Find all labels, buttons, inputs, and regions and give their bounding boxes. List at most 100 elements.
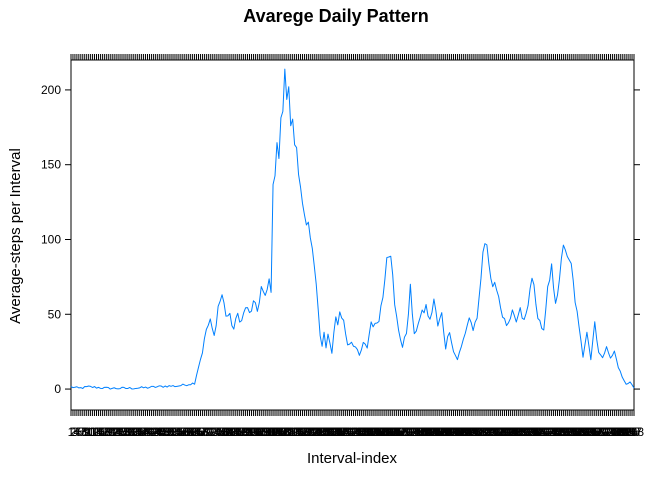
x-tick-label: 73: [206, 425, 220, 439]
x-tick-label: 68: [196, 425, 210, 439]
x-tick-label: 106: [267, 425, 287, 439]
x-tick-label: 256: [561, 425, 581, 439]
x-tick-label: 94: [247, 425, 261, 439]
x-tick-label: 54: [168, 425, 182, 439]
x-tick-label: 217: [485, 425, 505, 439]
x-tick-label: 175: [402, 425, 422, 439]
x-tick-label: 41: [143, 425, 157, 439]
x-tick-label: 31: [123, 425, 137, 439]
x-tick-label: 199: [449, 425, 469, 439]
x-tick-label: 83: [225, 425, 239, 439]
x-tick-label: 287: [622, 425, 642, 439]
x-tick-label: 91: [241, 425, 255, 439]
x-ticks-bottom-marks: [70, 410, 635, 416]
x-ticks-top-marks: [70, 54, 635, 60]
x-tick-label: 144: [342, 425, 362, 439]
x-tick-label: 205: [461, 425, 481, 439]
x-tick-label: 103: [261, 425, 281, 439]
x-tick-label: 97: [253, 425, 267, 439]
x-tick-label: 48: [157, 425, 171, 439]
x-tick-label: 254: [557, 425, 577, 439]
x-tick-label: 69: [198, 425, 212, 439]
x-tick-label: 9: [83, 425, 90, 439]
x-tick-label: 219: [489, 425, 509, 439]
x-tick-label: 213: [477, 425, 497, 439]
x-tick-label: 191: [434, 425, 454, 439]
x-tick-label: 70: [200, 425, 214, 439]
x-tick-label: 142: [338, 425, 358, 439]
x-tick-label: 74: [208, 425, 222, 439]
x-tick-label: 220: [491, 425, 511, 439]
x-tick-label: 258: [565, 425, 585, 439]
x-tick-label: 40: [141, 425, 155, 439]
x-tick-label: 110: [275, 425, 294, 439]
x-tick-label: 95: [249, 425, 263, 439]
x-tick-label: 276: [600, 425, 620, 439]
x-tick-label: 286: [620, 425, 640, 439]
x-tick-label: 133: [320, 425, 340, 439]
x-tick-label: 255: [559, 425, 579, 439]
x-tick-label: 216: [483, 425, 503, 439]
x-tick-label: 72: [204, 425, 218, 439]
x-tick-label: 201: [453, 425, 473, 439]
x-tick-label: 207: [465, 425, 485, 439]
x-tick-label: 32: [125, 425, 139, 439]
x-tick-label: 281: [610, 425, 630, 439]
x-tick-label: 122: [298, 425, 318, 439]
x-tick-label: 179: [410, 425, 430, 439]
x-tick-label: 90: [239, 425, 253, 439]
x-tick-label: 87: [233, 425, 247, 439]
x-tick-label: 168: [389, 425, 409, 439]
x-tick-label: 156: [365, 425, 385, 439]
x-tick-label: 89: [237, 425, 251, 439]
x-tick-label: 118: [291, 425, 310, 439]
x-tick-label: 85: [229, 425, 243, 439]
x-tick-label: 39: [139, 425, 153, 439]
x-tick-label: 157: [367, 425, 387, 439]
x-tick-label: 160: [373, 425, 393, 439]
x-tick-label: 35: [131, 425, 145, 439]
x-tick-label: 223: [496, 425, 516, 439]
x-tick-label: 46: [153, 425, 167, 439]
x-tick-label: 113: [281, 425, 300, 439]
x-tick-label: 38: [137, 425, 151, 439]
y-tick-label: 100: [41, 232, 61, 246]
x-tick-label: 107: [269, 425, 289, 439]
x-tick-label: 67: [194, 425, 208, 439]
x-tick-label: 172: [396, 425, 416, 439]
x-tick-label: 232: [514, 425, 534, 439]
x-tick-label: 250: [549, 425, 569, 439]
x-tick-label: 268: [585, 425, 605, 439]
x-tick-label: 275: [598, 425, 618, 439]
x-tick-label: 7: [79, 425, 86, 439]
x-tick-label: 173: [398, 425, 418, 439]
x-tick-label: 165: [383, 425, 403, 439]
x-tick-label: 183: [418, 425, 438, 439]
x-axis-label: Interval-index: [307, 450, 398, 467]
x-tick-label: 242: [534, 425, 554, 439]
x-tick-label: 121: [296, 425, 316, 439]
x-tick-label: 185: [422, 425, 442, 439]
x-tick-label: 233: [516, 425, 536, 439]
x-tick-label: 109: [273, 425, 293, 439]
x-tick-label: 2: [70, 425, 77, 439]
x-tick-label: 239: [528, 425, 548, 439]
x-tick-label: 243: [536, 425, 556, 439]
x-tick-label: 51: [162, 425, 176, 439]
x-tick-label: 280: [608, 425, 628, 439]
y-tick-label: 50: [48, 307, 62, 321]
x-tick-label: 248: [546, 425, 566, 439]
x-tick-label: 88: [235, 425, 249, 439]
x-tick-label: 152: [357, 425, 377, 439]
x-tick-label: 93: [245, 425, 259, 439]
x-tick-label: 148: [349, 425, 369, 439]
x-tick-label: 150: [353, 425, 373, 439]
x-tick-label: 206: [463, 425, 483, 439]
x-tick-label: 170: [393, 425, 413, 439]
x-tick-label: 62: [184, 425, 198, 439]
x-tick-label: 210: [471, 425, 491, 439]
x-tick-label: 3: [72, 425, 79, 439]
x-tick-label: 214: [479, 425, 499, 439]
x-tick-label: 230: [510, 425, 530, 439]
x-tick-label: 267: [583, 425, 603, 439]
